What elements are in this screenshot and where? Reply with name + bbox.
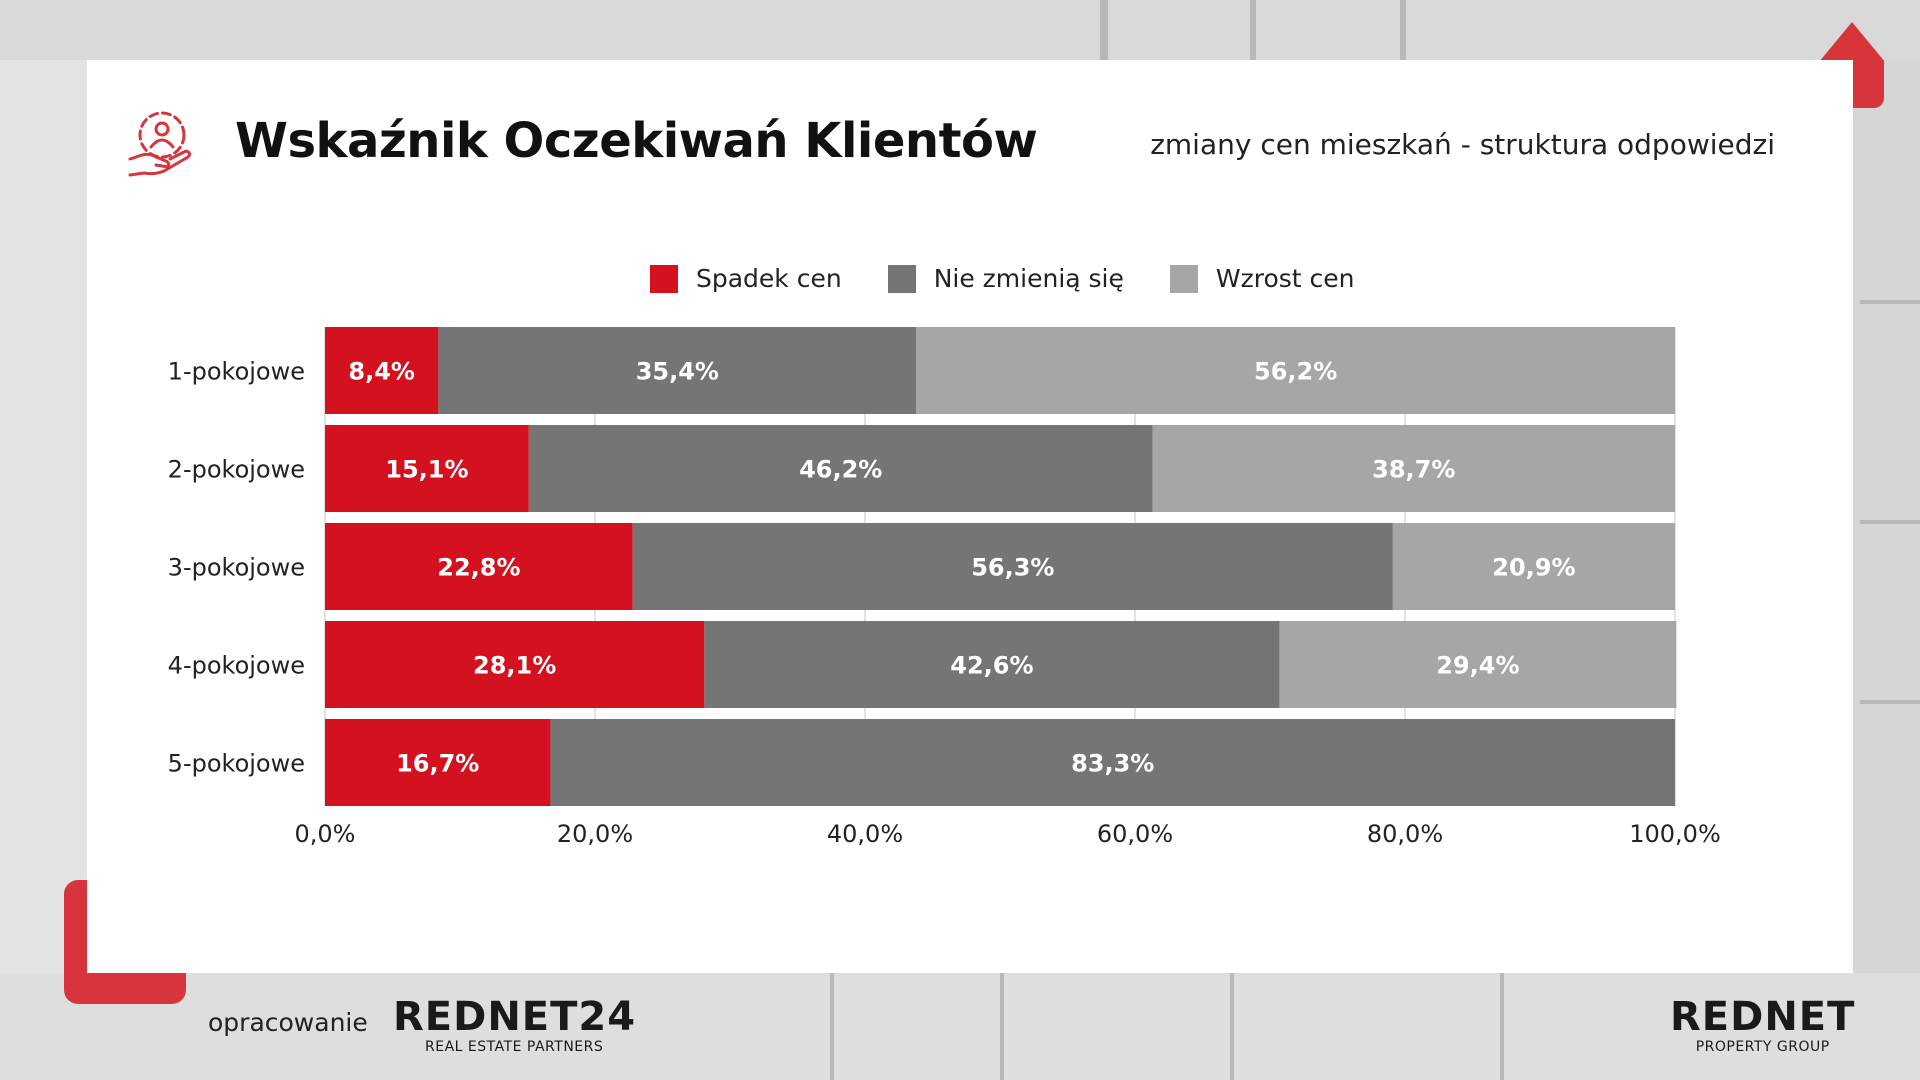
data-label: 46,2% [799, 456, 882, 484]
bar-segment [632, 523, 1393, 610]
y-category-label: 2-pokojowe [168, 456, 305, 484]
bar-segment [550, 719, 1676, 806]
data-label: 8,4% [348, 358, 415, 386]
y-category-label: 1-pokojowe [168, 358, 305, 386]
data-label: 35,4% [636, 358, 719, 386]
x-tick-label: 0,0% [295, 820, 356, 848]
legend-label-spadek: Spadek cen [696, 264, 842, 293]
legend-label-wzrost: Wzrost cen [1215, 264, 1355, 293]
page-title: Wskaźnik Oczekiwań Klientów [235, 113, 1038, 169]
rednet24-logo-main: REDNET24 [393, 994, 637, 1040]
bar-segment [704, 621, 1280, 708]
legend-swatch-spadek [650, 264, 678, 293]
data-label: 20,9% [1492, 554, 1575, 582]
data-label: 16,7% [396, 750, 479, 778]
rednet-logo-sub: PROPERTY GROUP [1695, 1039, 1830, 1055]
data-label: 15,1% [385, 456, 468, 484]
x-tick-label: 100,0% [1629, 820, 1721, 848]
prepared-by-label: opracowanie [208, 1008, 368, 1037]
bar-segment [1152, 425, 1675, 512]
rednet-property-logo: REDNET PROPERTY GROUP [1670, 997, 1855, 1055]
bar-segment [1279, 621, 1677, 708]
y-category-label: 4-pokojowe [168, 652, 305, 680]
data-label: 22,8% [437, 554, 520, 582]
legend-item-spadek: Spadek cen [650, 264, 842, 293]
legend-item-wzrost: Wzrost cen [1169, 264, 1355, 293]
legend-label-bez-zmian: Nie zmienią się [933, 264, 1124, 293]
y-category-label: 5-pokojowe [168, 750, 305, 778]
data-label: 38,7% [1372, 456, 1455, 484]
data-label: 56,2% [1254, 358, 1337, 386]
customer-cycle-icon [128, 111, 192, 177]
chart-legend: Spadek cen Nie zmienią się Wzrost cen [650, 264, 1355, 293]
legend-item-bez-zmian: Nie zmienią się [887, 264, 1124, 293]
data-label: 29,4% [1436, 652, 1519, 680]
bar-segment [528, 425, 1153, 512]
x-tick-label: 40,0% [827, 820, 903, 848]
bar-segment [325, 523, 633, 610]
bar-segment [1392, 523, 1675, 610]
rednet24-logo-sub: REAL ESTATE PARTNERS [425, 1039, 604, 1055]
data-label: 56,3% [971, 554, 1054, 582]
bar-segment [325, 719, 551, 806]
page-subtitle: zmiany cen mieszkań - struktura odpowied… [1150, 128, 1775, 161]
x-tick-label: 20,0% [557, 820, 633, 848]
bar-segment [325, 327, 439, 414]
data-label: 83,3% [1071, 750, 1154, 778]
y-category-label: 3-pokojowe [168, 554, 305, 582]
data-label: 42,6% [950, 652, 1033, 680]
data-label: 28,1% [473, 652, 556, 680]
bar-segment [438, 327, 917, 414]
bar-segment [916, 327, 1675, 414]
rednet-logo-main: REDNET [1670, 994, 1856, 1040]
x-tick-label: 80,0% [1367, 820, 1443, 848]
legend-swatch-bez-zmian [887, 264, 916, 293]
rednet24-logo: REDNET24 REAL ESTATE PARTNERS [393, 997, 636, 1055]
legend-swatch-wzrost [1169, 264, 1198, 293]
bar-segment [325, 621, 705, 708]
content-card [87, 60, 1853, 973]
x-tick-label: 60,0% [1097, 820, 1173, 848]
bar-segment [325, 425, 529, 512]
